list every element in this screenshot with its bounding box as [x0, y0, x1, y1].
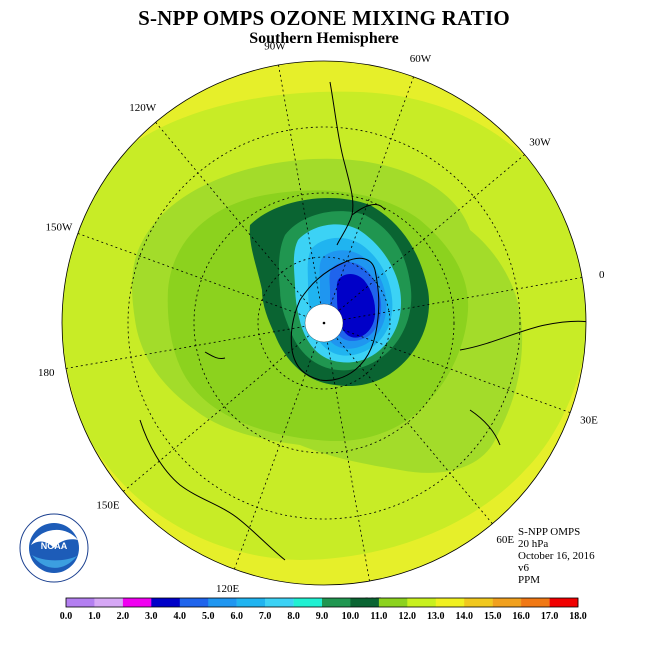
colorbar-tick-label: 9.0 [316, 611, 329, 622]
colorbar-tick-label: 10.0 [342, 611, 360, 622]
meridian-line [77, 233, 325, 324]
meridian-line [323, 322, 571, 413]
colorbar-swatch [122, 598, 152, 607]
meridian-line [155, 122, 325, 324]
colorbar-swatch [350, 598, 380, 607]
meridian-line [323, 322, 493, 524]
colorbar-swatch [151, 598, 180, 607]
info-date: October 16, 2016 [518, 550, 595, 562]
australia-coast [139, 419, 286, 561]
colorbar-tick-label: 12.0 [399, 611, 417, 622]
colorbar-swatch [464, 598, 493, 607]
info-level: 20 hPa [518, 538, 549, 550]
meridian-line [65, 322, 325, 369]
colorbar-tick-label: 1.0 [88, 611, 101, 622]
info-instrument: S-NPP OMPS [518, 526, 581, 538]
colorbar-tick-label: 0.0 [60, 611, 73, 622]
longitude-label: 150E [96, 499, 120, 511]
info-units: PPM [518, 574, 541, 586]
colorbar-swatch [521, 598, 550, 607]
longitude-label: 120W [129, 102, 157, 114]
colorbar-swatch [549, 598, 579, 607]
colorbar-swatch [407, 598, 436, 607]
pole-marker [322, 321, 326, 325]
colorbar-tick-label: 8.0 [287, 611, 300, 622]
longitude-label: 30E [580, 414, 598, 426]
ozone-level-3-4 [336, 274, 376, 338]
colorbar-tick-label: 14.0 [455, 611, 473, 622]
meridian-line [323, 277, 583, 324]
meridian-line [234, 322, 325, 570]
colorbar: 0.0 1.0 2.0 3.0 4.0 5.0 6.0 7.0 8.0 9.0 10.0 11.0 12… [60, 597, 587, 622]
coastlines [94, 81, 586, 561]
colorbar-tick-label: 3.0 [145, 611, 158, 622]
colorbar-swatch [435, 598, 465, 607]
colorbar-swatch [322, 598, 351, 607]
noaa-logo: NOAA [19, 513, 89, 583]
longitude-label: 180 [38, 367, 55, 379]
map-title: S-NPP OMPS OZONE MIXING RATIO [138, 6, 510, 30]
colorbar-tick-label: 15.0 [484, 611, 502, 622]
longitude-label: 60W [410, 53, 432, 65]
africa-coast [459, 320, 586, 446]
colorbar-tick-label: 17.0 [541, 611, 559, 622]
colorbar-tick-label: 6.0 [230, 611, 243, 622]
colorbar-tick-label: 13.0 [427, 611, 445, 622]
antarctica-coast [290, 257, 380, 381]
longitude-label: 0 [599, 269, 605, 281]
meridian-line [323, 154, 525, 324]
colorbar-tick-label: 4.0 [174, 611, 187, 622]
colorbar-tick-label: 11.0 [370, 611, 387, 622]
colorbar-tick-label: 2.0 [117, 611, 130, 622]
colorbar-tick-label: 5.0 [202, 611, 215, 622]
colorbar-swatch [179, 598, 209, 607]
colorbar-tick-label: 16.0 [512, 611, 530, 622]
info-version: v6 [518, 562, 529, 574]
longitude-label: 120E [216, 583, 240, 595]
meridian-line [278, 64, 325, 324]
colorbar-swatch [66, 598, 95, 607]
colorbar-swatch [492, 598, 522, 607]
colorbar-swatch [236, 598, 266, 607]
colorbar-frame [65, 597, 579, 608]
longitude-label: 150W [46, 222, 74, 234]
colorbar-tick-label: 7.0 [259, 611, 272, 622]
colorbar-tick-label: 18.0 [569, 611, 587, 622]
graticule [61, 60, 587, 586]
meridians [65, 64, 583, 582]
longitude-label: 90W [264, 40, 286, 52]
meridian-line [123, 322, 325, 492]
map-subtitle: Southern Hemisphere [249, 30, 399, 47]
colorbar-swatch [378, 598, 408, 607]
south-america-coast [329, 81, 386, 246]
longitude-label: 30W [529, 137, 551, 149]
colorbar-swatch [208, 598, 237, 607]
colorbar-swatch [265, 598, 294, 607]
colorbar-swatch [293, 598, 323, 607]
meridian-line [323, 76, 414, 324]
longitude-label: 60E [496, 534, 514, 546]
colorbar-swatch [94, 598, 124, 607]
noaa-logo-text: NOAA [41, 541, 68, 551]
meridian-line [323, 322, 370, 582]
